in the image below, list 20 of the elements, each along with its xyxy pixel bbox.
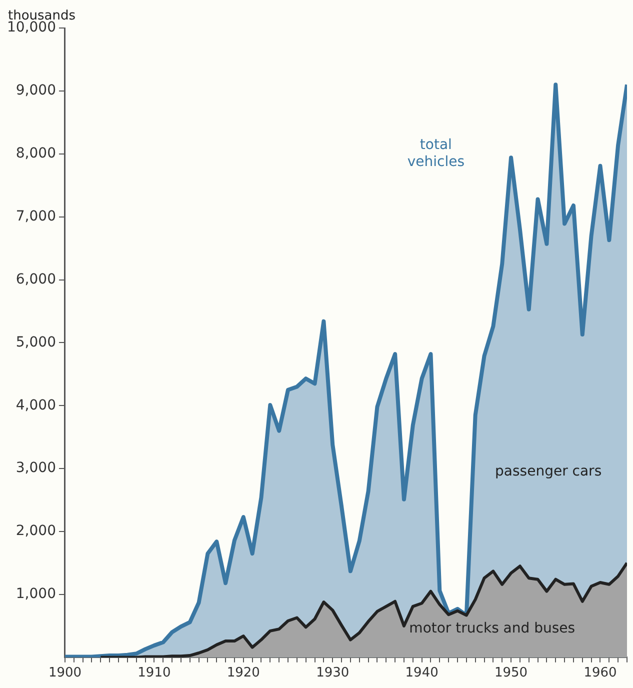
x-tick-label: 1940 [405,666,438,681]
y-tick-label: 8,000 [16,146,56,162]
y-tick-label: 5,000 [16,334,56,350]
y-tick-label: 2,000 [16,523,56,540]
y-tick-label: 4,000 [16,397,56,414]
y-tick-label: 3,000 [16,460,56,476]
text: total vehicles [407,137,464,170]
x-tick-label: 1900 [48,666,82,681]
y-tick-label: 1,000 [16,586,56,602]
y-tick-label: 9,000 [16,82,56,99]
x-tick-label: 1950 [494,666,528,681]
y-tick-label: 7,000 [16,208,56,224]
x-tick-label: 1960 [584,666,617,681]
series-label: motor trucks and buses [409,620,576,637]
y-tick-label: 6,000 [16,271,56,288]
x-tick-label: 1930 [316,666,350,681]
x-tick-label: 1920 [226,666,260,681]
x-tick-label: 1910 [138,666,171,681]
y-tick-label: 10,000 [6,20,56,36]
annotation: passenger cars [495,463,602,480]
